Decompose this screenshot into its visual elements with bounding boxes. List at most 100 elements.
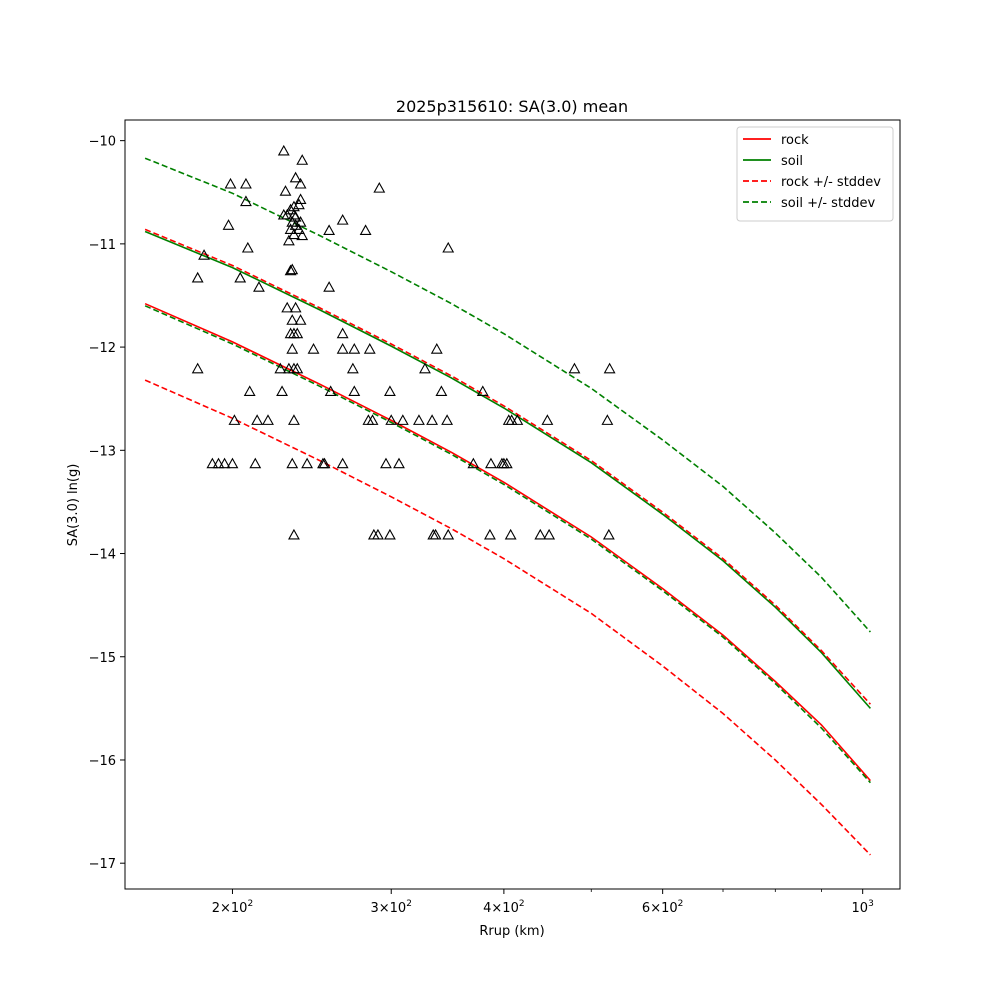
observation-point (372, 528, 384, 540)
observation-point (441, 414, 454, 425)
observation-point (348, 343, 361, 354)
observation-point (191, 271, 204, 283)
observation-point (603, 362, 616, 374)
observation-point (253, 281, 265, 292)
observation-point (284, 264, 297, 276)
x-tick-label-base: 10 (852, 901, 869, 916)
observation-point (383, 528, 396, 540)
y-tick-label: −13 (89, 444, 116, 459)
observation-point (284, 203, 297, 215)
y-tick-label: −12 (89, 341, 116, 356)
x-tick-label: 2×102 (212, 899, 253, 916)
x-axis-label: Rrup (km) (479, 924, 544, 939)
observation-point (385, 414, 398, 425)
observation-point (483, 528, 496, 540)
series-line-3 (144, 379, 871, 856)
observation-point (191, 362, 204, 374)
series-line-1 (144, 230, 872, 709)
observation-point (336, 213, 349, 225)
observation-point (307, 343, 320, 354)
y-tick-label: −10 (89, 135, 116, 150)
legend: rock soil rock +/- stddev soil +/- stddev (736, 126, 894, 222)
observation-point (541, 414, 554, 425)
y-axis: −10 −11 −12 −13 −14 −15 −16 −17 (89, 135, 125, 872)
observation-point (228, 414, 241, 425)
observation-point (294, 177, 307, 189)
observation-point (226, 457, 239, 469)
x-tick-label-base: 2×10 (212, 901, 248, 916)
observation-point (241, 241, 254, 253)
observation-point (277, 144, 290, 156)
observation-point (301, 457, 314, 469)
chart-title: 2025p315610: SA(3.0) mean (396, 97, 628, 116)
x-tick-label: 3×102 (371, 899, 412, 916)
observation-point (511, 414, 524, 425)
observation-point (476, 385, 489, 397)
observation-point (288, 528, 300, 540)
observation-point (323, 281, 336, 292)
observation-point (419, 362, 431, 374)
x-tick-label-exponent: 2 (678, 899, 684, 909)
observation-point (393, 457, 405, 469)
observation-point (442, 528, 455, 540)
observation-point (206, 457, 219, 469)
observation-point (286, 263, 299, 275)
observation-point (262, 414, 274, 425)
observation-point (251, 414, 264, 425)
y-tick-label: −14 (89, 548, 116, 563)
y-tick-label: −11 (89, 238, 116, 253)
observation-point (435, 385, 448, 397)
observation-point (286, 343, 299, 354)
observation-point (543, 528, 556, 540)
observation-point (366, 414, 379, 425)
observation-point (292, 223, 305, 234)
observation-point (336, 457, 349, 469)
observation-point (249, 457, 262, 469)
legend-label: rock (781, 133, 809, 148)
observation-point (292, 198, 305, 210)
y-axis-label: SA(3.0) ln(g) (66, 464, 81, 547)
x-tick-label: 6×102 (642, 899, 683, 916)
observation-point (336, 327, 349, 339)
observation-point (396, 414, 409, 425)
series-line-5 (144, 305, 871, 784)
legend-label: soil +/- stddev (781, 196, 876, 211)
plot-frame (124, 119, 901, 890)
observation-point (363, 343, 376, 354)
observation-point (323, 224, 336, 235)
legend-label: rock +/- stddev (781, 175, 881, 190)
observation-point (289, 301, 302, 313)
observation-point (234, 271, 247, 283)
observation-point (485, 457, 497, 469)
observation-point (281, 301, 294, 313)
observation-point (274, 362, 287, 374)
observation-point (239, 177, 252, 189)
observation-point (336, 343, 349, 354)
observation-point (348, 385, 361, 397)
x-tick-label: 103 (852, 899, 874, 916)
observation-point (286, 457, 299, 469)
observation-point (426, 414, 439, 425)
observation-point (281, 208, 294, 220)
y-tick-label: −16 (89, 754, 116, 769)
observation-point (534, 528, 547, 540)
observation-point (318, 457, 331, 469)
observation-point (504, 528, 517, 540)
observation-point (413, 414, 425, 425)
observation-point (294, 216, 307, 227)
observation-point (601, 414, 614, 425)
observation-point (500, 457, 513, 469)
observation-point (294, 314, 307, 325)
series-line-0 (144, 302, 872, 782)
observation-point (288, 414, 300, 425)
series-line-4 (144, 157, 871, 633)
observation-point (430, 343, 443, 354)
y-tick-label: −15 (89, 651, 116, 666)
observation-point (505, 414, 518, 425)
observation-point (291, 362, 304, 374)
plot-area (144, 144, 872, 856)
observation-point (282, 234, 295, 246)
legend-box (736, 126, 894, 222)
observation-point (276, 385, 288, 397)
